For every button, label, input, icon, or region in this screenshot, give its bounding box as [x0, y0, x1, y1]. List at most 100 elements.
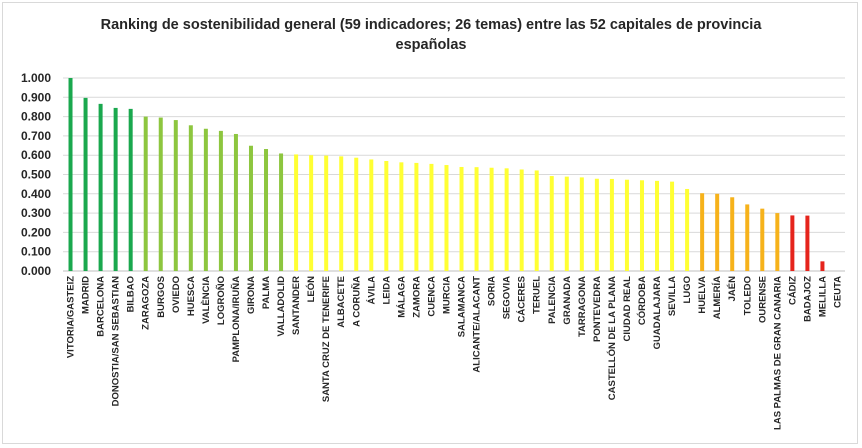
bar	[113, 107, 118, 271]
x-tick-label: ALBACETE	[336, 276, 347, 328]
x-tick-label: MÁLAGA	[396, 276, 407, 318]
x-tick-label: VITORIA/GASTEIZ	[66, 276, 77, 358]
x-tick-label: PONTEVEDRA	[592, 276, 603, 342]
chart-title-line-2: españolas	[396, 37, 467, 53]
x-axis-tick-labels: VITORIA/GASTEIZ MADRID BARCELONA DONOSTIA/S…	[66, 276, 844, 430]
x-tick-label: SEVILLA	[667, 276, 678, 316]
bar	[685, 188, 690, 271]
bar	[384, 160, 389, 271]
bar	[534, 170, 539, 271]
bar	[519, 169, 524, 271]
x-tick-label: LAS PALMAS DE GRAN CANARIA	[772, 276, 783, 430]
x-tick-label: JAÉN	[727, 276, 738, 301]
x-tick-label: SANTA CRUZ DE TENERIFE	[321, 276, 332, 402]
bar	[444, 165, 449, 271]
x-tick-label: VALLADOLID	[276, 276, 287, 337]
x-tick-label: PAMPLONA/IRUÑA	[231, 276, 242, 363]
x-tick-label: MURCIA	[441, 276, 452, 314]
bar	[414, 162, 419, 271]
y-tick-label: 0.400	[21, 187, 51, 201]
x-tick-label: OURENSE	[757, 276, 768, 323]
x-tick-label: BURGOS	[156, 276, 167, 318]
bar	[324, 155, 329, 271]
x-tick-label: SALAMANCA	[457, 276, 468, 337]
chart-frame: Ranking de sostenibilidad general (59 in…	[2, 2, 858, 444]
bar	[624, 179, 629, 271]
bar	[339, 156, 344, 271]
bar	[609, 178, 614, 271]
x-tick-label: LUGO	[682, 276, 693, 303]
x-tick-label: PALMA	[261, 276, 272, 309]
x-tick-label: SANTANDER	[291, 276, 302, 335]
x-tick-label: CEUTA	[832, 276, 843, 308]
x-tick-label: ALMERÍA	[712, 276, 723, 319]
x-tick-label: PALENCIA	[547, 276, 558, 324]
bar	[459, 166, 464, 271]
bar	[309, 155, 314, 271]
x-tick-label: LOGROÑO	[216, 276, 227, 325]
y-tick-label: 0.300	[21, 206, 51, 220]
bar	[579, 177, 584, 271]
y-axis-tick-labels: 0.000 0.100 0.200 0.300 0.400 0.500 0.600 0.700…	[21, 71, 51, 278]
x-tick-label: TARRAGONA	[577, 276, 588, 337]
x-tick-label: OVIEDO	[171, 276, 182, 313]
x-tick-label: ZAMORA	[411, 276, 422, 318]
bar	[820, 261, 825, 271]
x-tick-label: SORIA	[487, 276, 498, 306]
bar	[279, 153, 284, 271]
y-tick-label: 0.700	[21, 129, 51, 143]
x-tick-label: DONOSTIA/SAN SEBASTIAN	[111, 276, 122, 407]
gridlines	[63, 77, 845, 272]
bar	[233, 133, 238, 271]
bar	[264, 149, 269, 271]
x-tick-label: MELILLA	[817, 276, 828, 317]
y-tick-label: 0.600	[21, 148, 51, 162]
x-tick-label: TOLEDO	[742, 276, 753, 315]
x-tick-label: CÁCERES	[517, 276, 528, 322]
x-tick-label: GUADALAJARA	[652, 276, 663, 350]
bar	[158, 117, 163, 271]
y-tick-label: 0.800	[21, 110, 51, 124]
x-tick-label: CÁDIZ	[787, 276, 798, 305]
y-tick-label: 1.000	[21, 71, 51, 85]
bar	[474, 167, 479, 271]
bar	[83, 97, 88, 271]
bar	[790, 215, 795, 271]
bar	[730, 197, 735, 271]
bar	[489, 167, 494, 271]
x-tick-label: GIRONA	[246, 276, 257, 314]
bar	[670, 181, 675, 271]
y-tick-label: 0.000	[21, 264, 51, 278]
x-tick-label: BARCELONA	[96, 276, 107, 337]
bar	[128, 108, 133, 271]
bar	[805, 215, 810, 271]
x-tick-label: BADAJOZ	[802, 276, 813, 322]
bar	[655, 180, 660, 271]
x-tick-label: HUELVA	[697, 276, 708, 314]
x-tick-label: GRANADA	[562, 276, 573, 325]
bar	[173, 120, 178, 271]
bar-chart: Ranking de sostenibilidad general (59 in…	[21, 17, 845, 430]
x-tick-label: VALÈNCIA	[201, 276, 212, 324]
x-tick-label: SEGOVIA	[502, 276, 513, 319]
x-tick-label: MADRID	[81, 276, 92, 314]
x-tick-label: LEÓN	[305, 276, 317, 303]
x-tick-label: CASTELLÓN DE LA PLANA	[606, 276, 618, 400]
bar	[369, 159, 374, 271]
bars	[68, 78, 825, 271]
x-tick-label: ZARAGOZA	[141, 276, 152, 330]
x-tick-label: LEIDA	[381, 276, 392, 305]
bar	[188, 125, 193, 271]
y-tick-label: 0.500	[21, 168, 51, 182]
y-tick-label: 0.900	[21, 90, 51, 104]
bar	[745, 204, 750, 271]
bar	[760, 208, 765, 271]
bar	[294, 154, 299, 271]
bar	[715, 193, 720, 271]
y-tick-label: 0.100	[21, 245, 51, 259]
x-tick-label: HUESCA	[186, 276, 197, 316]
x-tick-label: ÁVILA	[366, 276, 377, 305]
x-tick-label: A CORUÑA	[351, 276, 362, 327]
bar	[639, 180, 644, 271]
bar	[143, 116, 148, 271]
